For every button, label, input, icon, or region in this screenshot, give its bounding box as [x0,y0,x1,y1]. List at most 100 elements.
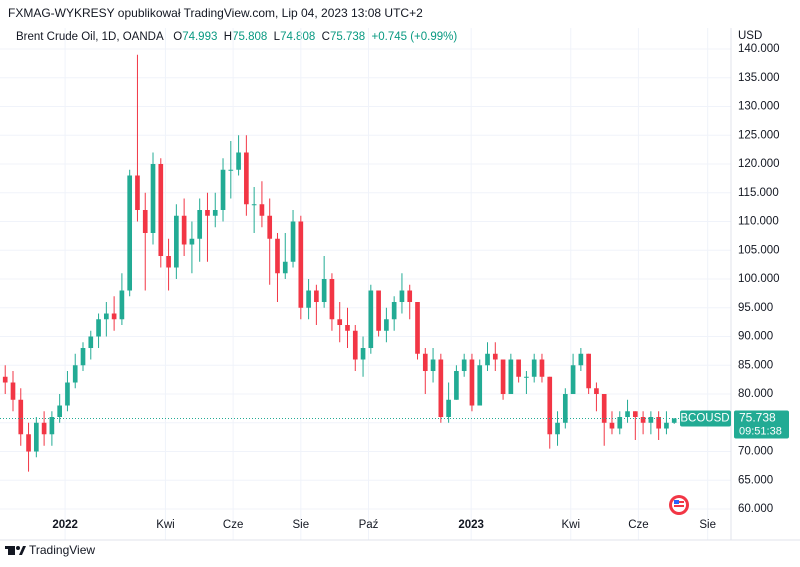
x-tick-label: Kwi [561,519,580,531]
ohlc-label: C [321,31,330,43]
y-tick-label: 140.000 [738,43,780,55]
x-tick-label: Kwi [156,519,175,531]
candle-body [306,290,311,308]
candle-body [539,359,545,377]
candle-body [469,359,475,406]
candle-body [244,152,249,205]
candle-body [384,319,389,331]
candle-body [632,411,638,418]
x-tick-label: Cze [628,519,648,531]
y-tick-label: 130.000 [738,101,780,113]
candle-body [422,353,428,372]
candle-body [228,169,234,171]
last-price: 75.738 [739,411,776,425]
candle-body [391,302,397,320]
price-box [734,410,789,439]
candle-body [485,353,490,366]
y-tick-label: 95.000 [738,302,773,314]
candle-body [49,417,55,435]
candle-body [158,163,164,257]
flag-icon [669,495,689,515]
candle-body [41,422,47,435]
legend-line: Brent Crude Oil, 1D, OANDA O74.993 H75.8… [16,31,457,43]
candle-body [555,422,560,435]
candle-body [80,348,86,366]
plot: 2022 Kwi Cze Sie Paź 2023 Kwi Cze Sie [0,28,731,540]
candle-body [267,215,273,239]
candle-body [298,221,304,308]
tradingview-logo [5,546,26,555]
candle-body [26,434,31,452]
candle-body [446,399,451,418]
candle-body [368,290,374,349]
candle-body [18,399,24,435]
candle-body [594,388,599,395]
candle-body [524,376,529,378]
ohlc-value: 74.993 [182,31,218,43]
publisher-line: FXMAG-WYKRESY opublikował TradingView.co… [8,6,423,20]
y-tick-label: 100.000 [738,273,780,285]
candle-body [88,336,94,349]
currency: USD [738,30,762,42]
candle-body [275,238,280,274]
ohlc-value: 75.808 [232,31,268,43]
y-tick-label: 85.000 [738,359,773,371]
candle-body [508,359,514,395]
y-tick-label: 80.000 [738,388,773,400]
candle-body [142,209,148,234]
candle-body [352,330,358,360]
candle-body [33,422,39,452]
candle-body [212,209,218,216]
candle-body [625,411,630,418]
candle-body [314,290,319,303]
candle-body [10,382,16,400]
candle-body [290,221,296,262]
x-tick-label: Paź [359,519,379,531]
x-tick-label: 2023 [458,519,484,531]
candle-body [337,319,343,326]
x-tick-label: Sie [699,519,716,531]
candle-body [656,417,661,429]
y-tick-label: 70.000 [738,446,773,458]
candle-body [220,169,226,210]
candle-body [251,204,257,206]
y-tick-label: 135.000 [738,72,780,84]
y-tick-label: 110.000 [738,216,779,228]
y-tick-label: 105.000 [738,244,780,256]
candle-body [135,175,140,210]
candle-body [430,359,436,372]
ticker-box [680,410,731,427]
candle-body [664,422,669,429]
symbol: Brent Crude Oil, 1D, OANDA [16,31,164,43]
candle-body [174,215,179,268]
candle-body [578,353,584,366]
candle-body [181,215,187,245]
y-tick-label: 115.000 [738,187,779,199]
candle-body [500,359,506,395]
candle-body [197,209,203,239]
x-tick-label: Sie [293,519,310,531]
candle-body [329,279,335,320]
candle-body [119,290,125,320]
y-tick-label: 60.000 [738,503,773,515]
candle-body [282,261,288,274]
candle-body [617,417,623,429]
candle-body [166,256,171,268]
ohlc-value: 75.738 [329,31,366,43]
candle-body [96,319,101,337]
y-tick-label: 90.000 [738,331,773,343]
ohlc-value: 74.808 [280,31,316,43]
candle-body [321,279,327,303]
candle-body [65,382,70,406]
candle-body [609,422,615,429]
candle-body [516,359,521,377]
candle-body [671,418,677,423]
candle-body [111,313,117,320]
x-tick-label: Cze [223,519,243,531]
candle-body [492,353,498,360]
candle-body [438,359,444,418]
candle-body [2,376,8,383]
ohlc-label: O [173,31,183,43]
